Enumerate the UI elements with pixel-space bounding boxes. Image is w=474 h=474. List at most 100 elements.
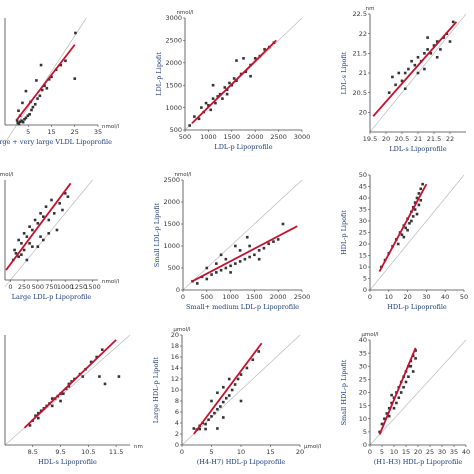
data-point [225,92,229,96]
x-tick-label: 2000 [270,293,287,301]
data-point [215,271,218,274]
data-point [413,63,417,67]
y-tick-label: 40 [359,336,367,344]
data-point [416,71,420,75]
data-point [415,196,419,200]
data-point [385,412,389,415]
y-tick-label: 10 [171,386,179,394]
x-tick-label: 500 [179,133,191,141]
regression-line [191,39,277,124]
data-point [44,205,48,208]
x-tick-label: 1500 [224,133,241,141]
data-point [257,350,260,353]
data-point [414,357,417,360]
y-axis-label: LDL-p Lipofit [155,52,163,96]
data-point [221,97,224,100]
regression-line [15,44,76,121]
data-point [410,59,413,63]
data-point [41,215,45,218]
data-point [204,427,207,431]
x-tick-label: 2500 [294,293,311,301]
data-point [224,396,228,400]
data-point [399,391,403,394]
y-tick-label: 50 [359,171,367,179]
regression-line [192,225,298,282]
y-tick-label: 5 [363,428,367,436]
x-tick-label: 30 [438,448,446,456]
data-point [244,70,248,74]
data-point [66,195,70,198]
data-point [251,358,255,362]
data-point [210,273,213,276]
data-point [411,215,415,218]
data-point [238,249,242,252]
data-point [40,88,44,92]
data-point [50,397,54,400]
data-point [31,245,34,248]
data-point [52,212,56,215]
x-tick-label: 0 [8,283,12,291]
data-point [28,242,31,245]
x-tick-label: 20 [403,293,411,301]
data-point [205,277,209,281]
data-point [103,382,107,386]
y-tick-label: 0 [176,286,180,294]
data-point [41,238,45,242]
data-point [435,40,439,43]
y-tick-label: 12 [171,375,179,383]
data-point [219,405,222,408]
data-point [31,105,35,109]
data-point [410,219,413,223]
data-point [73,77,77,80]
y-tick-label: 15 [359,402,367,410]
data-point [26,114,30,118]
data-point [209,108,213,112]
x-tick-label: 250 [18,283,30,291]
data-point [216,391,219,395]
data-point [55,228,59,232]
data-point [239,399,243,403]
y-tick-label: 20 [171,331,179,339]
y-tick-label: 14 [171,364,179,372]
regression-line [5,182,72,271]
data-point [25,258,29,262]
data-point [392,406,396,410]
data-point [400,233,404,237]
identity-line [369,339,467,446]
data-point [14,252,18,255]
x-tick-label: 10 [390,448,398,456]
data-point [378,430,381,434]
data-point [263,48,266,51]
x-tick-label: 15 [266,448,274,456]
y-tick-label: 16 [171,353,179,361]
data-point [253,253,256,257]
regression-line [193,342,263,435]
y-tick-label: 21 [359,69,367,77]
y-tick-label: 35 [359,206,367,214]
y-tick-label: 6 [175,408,179,416]
data-point [400,79,404,83]
y-tick-label: 20 [359,389,367,397]
data-point [262,246,266,250]
data-point [28,225,31,228]
data-point [249,74,252,78]
identity-line [182,179,303,291]
data-point [233,383,237,386]
y-tick-label: 2 [175,430,179,438]
data-point [224,266,228,270]
data-point [391,75,394,79]
x-tick-label: 0 [181,293,185,301]
y-tick-label: 4 [175,419,179,427]
x-tick-label: 40 [441,293,449,301]
data-point [404,226,408,230]
data-point [403,71,407,75]
x-tick-label: 0 [180,448,184,456]
data-point [215,262,218,265]
y-tick-label: 8 [175,397,179,405]
x-tick-label: 2000 [247,133,264,141]
y-tick-label: 1500 [163,220,180,228]
x-tick-label: 21 [414,135,422,143]
y-axis-label: HDL-p Lipofit [340,210,348,255]
data-point [198,427,201,431]
